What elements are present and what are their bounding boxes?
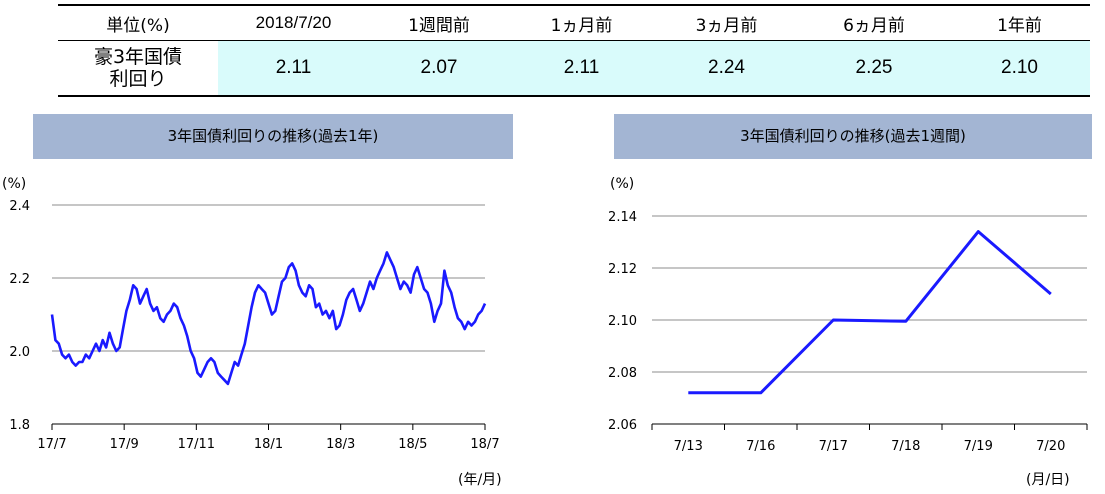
chart2-x-tick-label: 7/17 (819, 439, 848, 454)
chart1-y-unit: (%) (2, 176, 26, 192)
chart2-x-tick-label: 7/16 (746, 439, 775, 454)
chart1-x-unit: (年/月) (458, 472, 502, 488)
value-six-month: 2.25 (799, 40, 949, 97)
chart1-x-tick-label: 18/7 (470, 437, 499, 452)
three-month-header: 3ヵ月前 (654, 4, 799, 41)
chart2-x-tick-label: 7/13 (674, 439, 703, 454)
chart1-y-tick-label: 2.2 (9, 272, 30, 287)
chart1-x-tick-label: 18/1 (254, 437, 283, 452)
yield-summary-table: 単位(%) 2018/7/20 1週間前 1ヵ月前 3ヵ月前 6ヵ月前 1年前 … (58, 4, 1090, 97)
chart2-x-unit: (月/日) (1026, 472, 1070, 488)
chart1-x-tick-label: 17/11 (178, 437, 215, 452)
chart2-y-tick-label: 2.06 (608, 418, 637, 433)
chart2-y-unit: (%) (610, 176, 634, 192)
row-label-line1: 豪3年国債 (93, 46, 183, 68)
chart1-y-tick-label: 1.8 (9, 418, 30, 433)
chart1-x-tick-label: 18/5 (398, 437, 427, 452)
chart1-y-tick-label: 2.0 (9, 345, 30, 360)
chart1-x-tick-label: 17/7 (37, 437, 66, 452)
date-header: 2018/7/20 (218, 4, 369, 41)
value-one-year: 2.10 (949, 40, 1090, 97)
table-value-row: 豪3年国債 利回り 2.11 2.07 2.11 2.24 2.25 2.10 (58, 40, 1090, 97)
chart2-title: 3年国債利回りの推移(過去1週間) (614, 114, 1092, 159)
six-month-header: 6ヵ月前 (799, 4, 949, 41)
unit-header: 単位(%) (58, 4, 218, 41)
row-label-line2: 利回り (109, 68, 167, 90)
chart2-y-tick-label: 2.12 (608, 262, 637, 277)
chart1-y-tick-label: 2.4 (9, 199, 30, 214)
chart2-x-tick-label: 7/18 (891, 439, 920, 454)
chart1-x-tick-label: 18/3 (326, 437, 355, 452)
chart1-series-line (50, 251, 487, 386)
chart2-series-line (688, 230, 1052, 395)
chart2-y-tick-label: 2.08 (608, 366, 637, 381)
chart2-x-tick-label: 7/19 (964, 439, 993, 454)
chart2-y-tick-label: 2.14 (608, 210, 637, 225)
value-one-week: 2.07 (369, 40, 509, 97)
value-one-month: 2.11 (509, 40, 654, 97)
chart1-title: 3年国債利回りの推移(過去1年) (33, 114, 513, 159)
value-three-month: 2.24 (654, 40, 799, 97)
row-label: 豪3年国債 利回り (58, 40, 218, 97)
chart2-y-tick-label: 2.10 (608, 314, 637, 329)
one-month-header: 1ヵ月前 (509, 4, 654, 41)
table-header-row: 単位(%) 2018/7/20 1週間前 1ヵ月前 3ヵ月前 6ヵ月前 1年前 (58, 4, 1090, 41)
one-week-header: 1週間前 (369, 4, 509, 41)
value-current: 2.11 (218, 40, 369, 97)
chart1-x-tick-label: 17/9 (110, 437, 139, 452)
chart2-x-tick-label: 7/20 (1036, 439, 1065, 454)
one-year-header: 1年前 (949, 4, 1090, 41)
